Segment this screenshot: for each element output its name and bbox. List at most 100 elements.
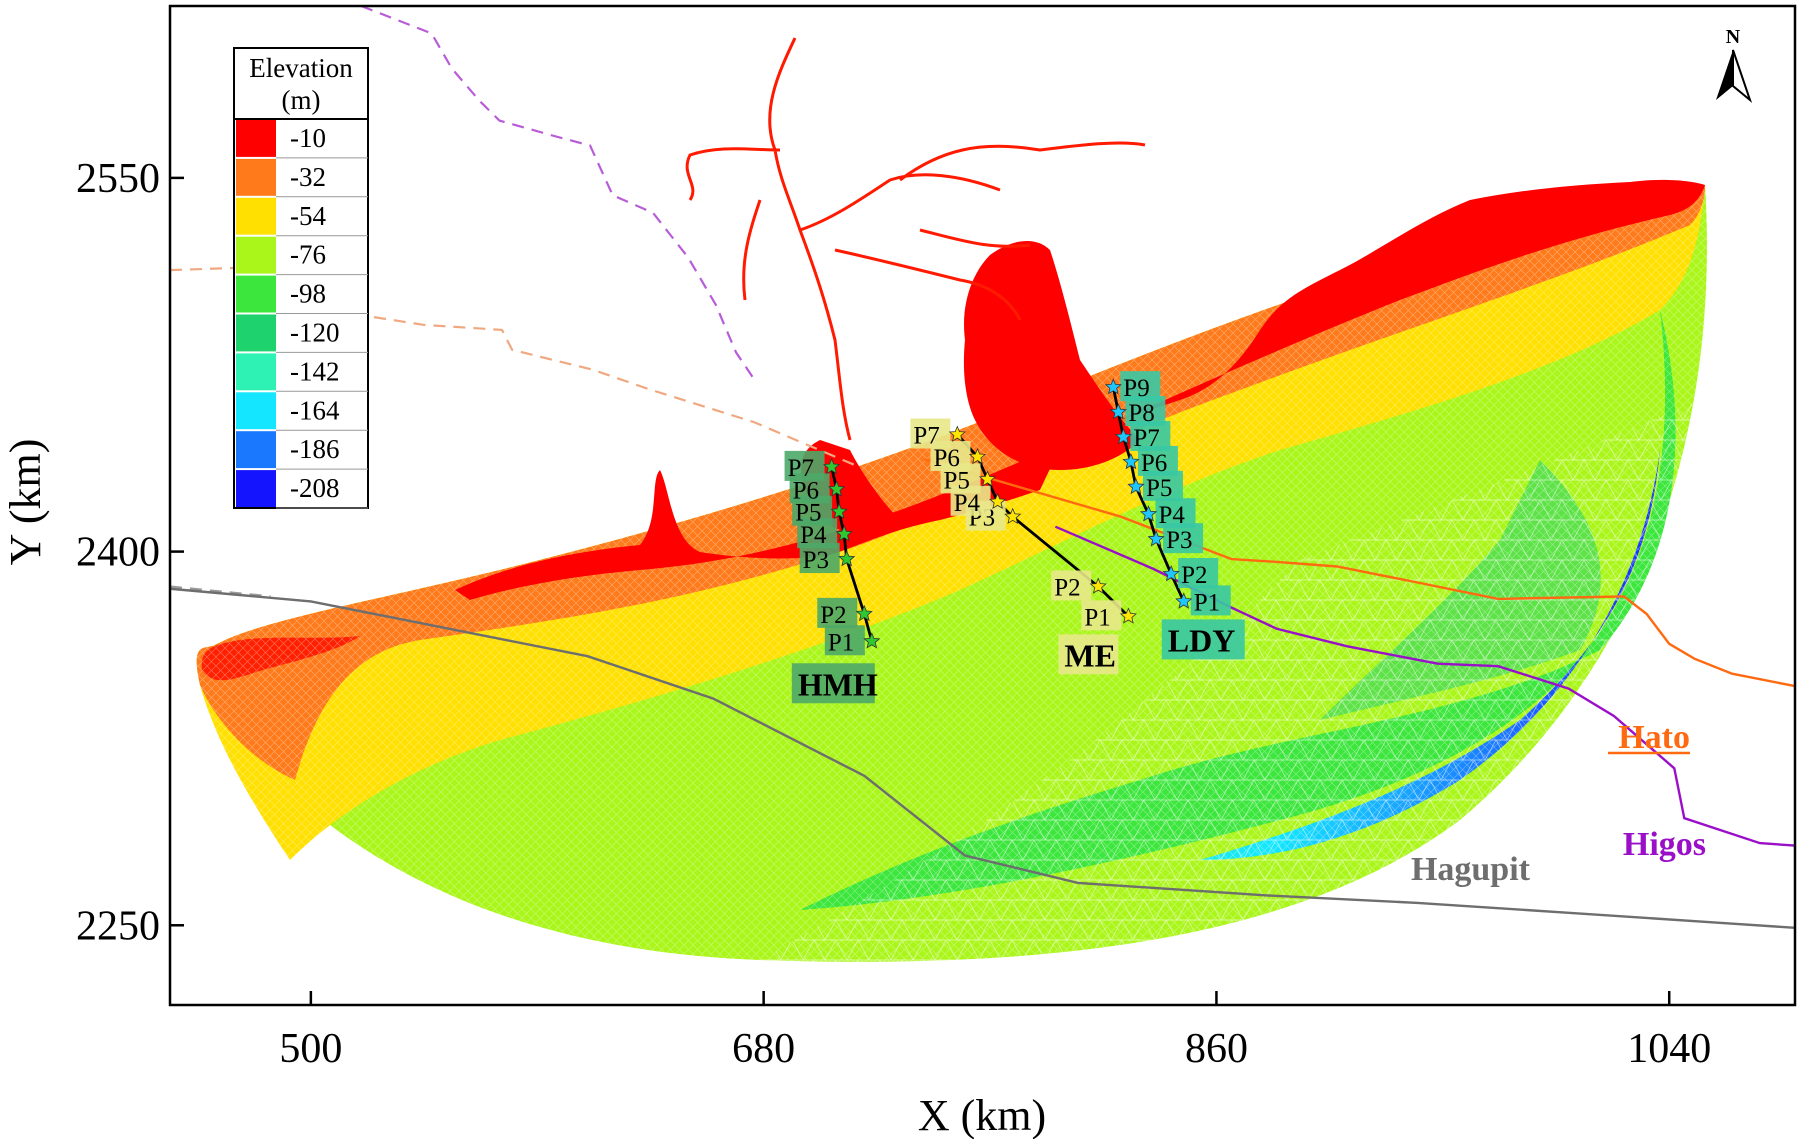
point-label-background bbox=[1051, 570, 1092, 601]
legend-label: -142 bbox=[290, 356, 340, 386]
point-label: P4 bbox=[954, 490, 981, 517]
point-label: P2 bbox=[1181, 562, 1207, 589]
point-star-icon bbox=[835, 525, 853, 542]
point-star-icon bbox=[855, 604, 873, 622]
point-label-background bbox=[1190, 585, 1231, 616]
point-label: P3 bbox=[1166, 527, 1192, 554]
point-label: P1 bbox=[1194, 589, 1220, 616]
legend-swatch bbox=[236, 158, 276, 196]
point-label-background bbox=[1178, 558, 1219, 589]
point-star-icon bbox=[1119, 607, 1137, 624]
point-star-icon bbox=[948, 425, 966, 442]
legend-swatch bbox=[236, 353, 276, 391]
track-labels: Hato Higos Hagupit bbox=[1411, 719, 1706, 888]
x-axis-title: X (km) bbox=[918, 1091, 1046, 1139]
point-label: P1 bbox=[828, 629, 854, 656]
point-label: P7 bbox=[1133, 425, 1159, 452]
track-line-hagupit bbox=[170, 587, 1795, 929]
point-label: P2 bbox=[820, 602, 846, 629]
legend-swatch bbox=[236, 120, 276, 157]
river-channels bbox=[685, 37, 1146, 441]
legend-swatch bbox=[236, 236, 276, 274]
legend-swatch bbox=[236, 197, 276, 235]
point-label-background bbox=[784, 450, 825, 481]
legend-label: -10 bbox=[290, 123, 326, 153]
track-label-hagupit: Hagupit bbox=[1411, 851, 1531, 888]
y-tick-label: 2550 bbox=[76, 156, 160, 202]
legend-title-line1: Elevation bbox=[249, 53, 353, 83]
north-arrow-right-icon bbox=[1732, 49, 1753, 104]
transect-name-background bbox=[1161, 619, 1245, 660]
point-star-icon bbox=[968, 447, 987, 465]
legend-label: -32 bbox=[290, 162, 326, 192]
legend-swatch bbox=[236, 470, 276, 507]
transect-name-background bbox=[791, 663, 875, 704]
plot-frame bbox=[168, 4, 1797, 1007]
transect-name: LDY bbox=[1168, 622, 1236, 658]
point-star-icon bbox=[1104, 378, 1122, 395]
point-label: P2 bbox=[1054, 574, 1080, 601]
dashed-track-segment bbox=[170, 585, 271, 598]
y-tick-label: 2400 bbox=[76, 530, 160, 576]
north-arrow-left-icon bbox=[1716, 50, 1733, 100]
legend-title-line2: (m) bbox=[282, 85, 321, 115]
legend-entries: -10 -32 -54 -76 -98 -120 -142 -164 -186 -208 bbox=[236, 120, 368, 509]
point-star-icon bbox=[1122, 452, 1140, 470]
point-label: P1 bbox=[1084, 604, 1110, 631]
point-label-background bbox=[1155, 498, 1196, 529]
point-label: P5 bbox=[944, 467, 970, 494]
track-label-hato: Hato bbox=[1618, 719, 1690, 756]
x-tick-label: 500 bbox=[279, 1026, 342, 1072]
dashed-track-segment bbox=[360, 6, 758, 383]
transect-name-background bbox=[1058, 634, 1119, 675]
legend-label: -120 bbox=[290, 318, 340, 348]
legend-label: -54 bbox=[290, 201, 326, 231]
point-label: P6 bbox=[1141, 450, 1167, 477]
transect-name: HMH bbox=[798, 666, 878, 702]
point-star-icon bbox=[1114, 427, 1132, 445]
point-star-icon bbox=[838, 550, 856, 567]
point-star-icon bbox=[1127, 477, 1145, 495]
transect-name: ME bbox=[1064, 637, 1116, 673]
elevation-legend: Elevation (m) -10 -32 -54 -76 -98 -120 -142 -16… bbox=[233, 47, 369, 509]
y-axis-title: Y (km) bbox=[1, 439, 50, 566]
point-label: P3 bbox=[803, 547, 829, 574]
point-label: P7 bbox=[788, 455, 814, 482]
track-line-hato bbox=[924, 458, 1795, 688]
point-star-icon bbox=[1004, 507, 1022, 525]
legend-label: -164 bbox=[290, 395, 340, 425]
point-label-background bbox=[1081, 600, 1122, 631]
legend-swatch bbox=[236, 314, 276, 352]
point-label-background bbox=[824, 625, 865, 656]
point-star-icon bbox=[1175, 592, 1193, 609]
point-star-icon bbox=[828, 480, 846, 497]
point-label: P7 bbox=[913, 422, 939, 449]
point-star-icon bbox=[989, 492, 1007, 510]
x-tick-label: 860 bbox=[1185, 1026, 1248, 1072]
point-label: P5 bbox=[1146, 475, 1172, 502]
point-star-icon bbox=[1147, 530, 1165, 547]
estuary-lobe bbox=[963, 240, 1140, 470]
point-star-icon bbox=[823, 457, 841, 475]
legend-swatch bbox=[236, 392, 276, 430]
point-label: P6 bbox=[793, 477, 819, 504]
point-label: P6 bbox=[933, 445, 959, 472]
point-label-background bbox=[1120, 371, 1161, 402]
dashed-track-segment bbox=[170, 266, 860, 468]
legend-label: -208 bbox=[290, 473, 340, 503]
y-tick-label: 2250 bbox=[76, 903, 160, 949]
point-star-icon bbox=[1089, 577, 1107, 594]
point-star-icon bbox=[1139, 505, 1158, 522]
point-star-icon bbox=[830, 502, 848, 520]
point-label: P4 bbox=[1159, 502, 1186, 529]
transects: P1P2P3P4P5P6P7HMHP1P2P3P4P5P6P7MEP1P2P3P… bbox=[784, 371, 1245, 704]
x-tick-label: 680 bbox=[732, 1026, 795, 1072]
point-star-icon bbox=[978, 470, 997, 487]
north-arrow-label: N bbox=[1726, 26, 1741, 48]
axes: 500 680 860 1040 2250 2400 2550 bbox=[76, 156, 1711, 1072]
point-label-background bbox=[817, 597, 858, 628]
legend-label: -98 bbox=[290, 279, 326, 309]
